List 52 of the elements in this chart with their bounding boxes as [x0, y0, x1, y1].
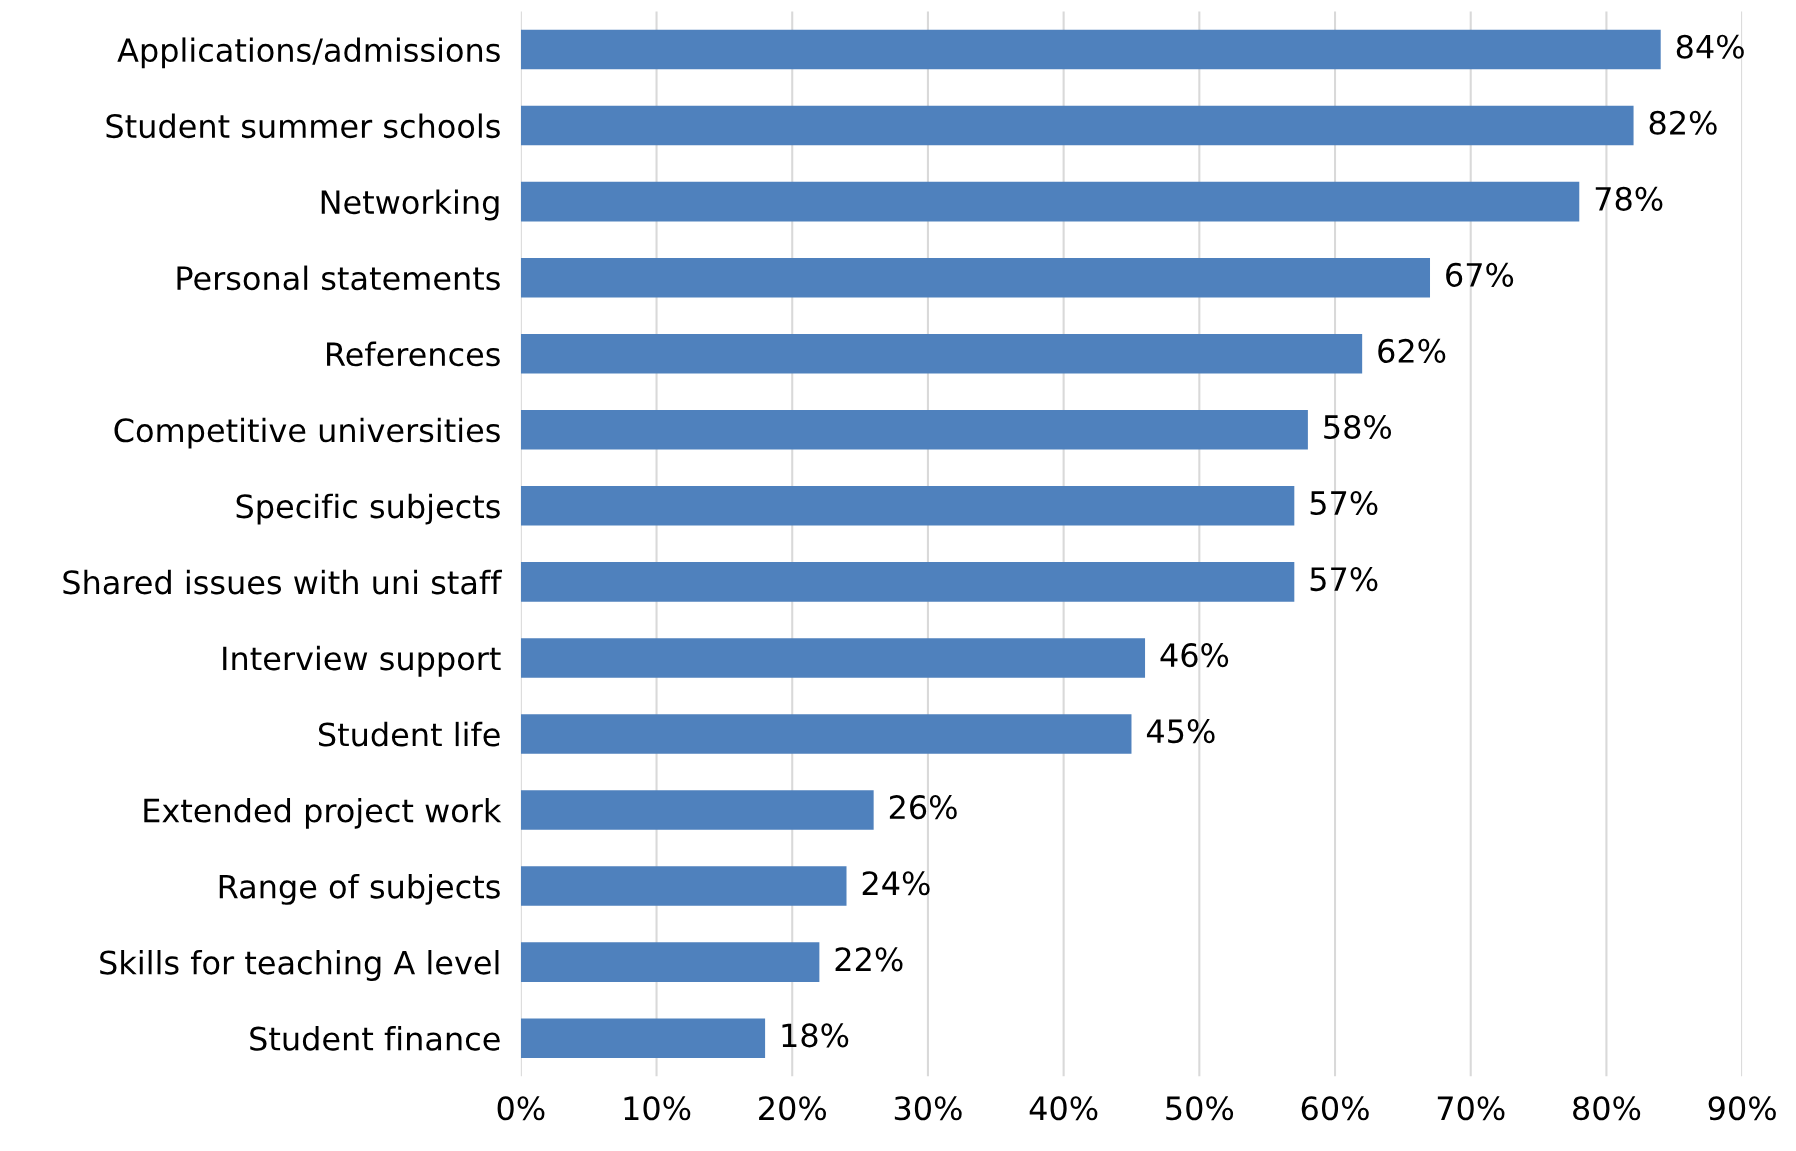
bar [520, 790, 874, 830]
x-tick-label: 60% [1301, 1096, 1369, 1121]
data-label: 57% [1310, 566, 1378, 592]
x-tick-label: 10% [624, 1096, 691, 1121]
data-label: 78% [1595, 186, 1663, 211]
y-tick-label: Student life [318, 721, 500, 747]
data-label: 26% [889, 795, 957, 820]
y-tick-label: Skills for teaching A level [100, 949, 499, 981]
bar [520, 410, 1308, 450]
x-tick-label: 0% [497, 1096, 545, 1121]
y-tick-label: Applications/admissions [117, 37, 500, 69]
x-tick-label: 70% [1437, 1096, 1505, 1121]
bar [520, 486, 1295, 526]
bar [520, 257, 1431, 298]
data-label: 84% [1676, 34, 1744, 59]
bar [520, 29, 1661, 70]
bar [520, 638, 1146, 678]
y-tick-label: Extended project work [144, 797, 502, 829]
data-label: 82% [1649, 110, 1717, 135]
y-tick-label: Specific subjects [236, 493, 500, 525]
y-tick-label: Networking [321, 189, 499, 221]
x-tick-label: 50% [1166, 1096, 1234, 1121]
data-label: 58% [1324, 414, 1392, 440]
x-tick-label: 30% [894, 1096, 962, 1121]
bar [520, 105, 1634, 146]
y-tick-label: Competitive universities [114, 417, 500, 449]
bar [520, 333, 1363, 374]
y-tick-label: Student summer schools [106, 113, 500, 139]
x-tick-label: 20% [759, 1096, 826, 1121]
bar [520, 942, 820, 982]
x-tick-label: 80% [1573, 1096, 1641, 1121]
y-tick-label: Range of subjects [219, 873, 500, 905]
x-tick-label: 90% [1708, 1096, 1776, 1121]
data-label: 46% [1160, 643, 1229, 668]
bar [520, 1018, 766, 1058]
y-tick-label: Personal statements [177, 265, 500, 291]
y-tick-label: References [327, 341, 500, 367]
y-tick-label: Student finance [250, 1026, 500, 1051]
data-label: 45% [1146, 719, 1215, 744]
data-label: 22% [835, 947, 903, 972]
data-label: 24% [862, 871, 930, 896]
data-label: 18% [782, 1023, 849, 1048]
y-tick-label: Shared issues with uni staff [63, 569, 503, 595]
data-label: 57% [1310, 490, 1378, 516]
bar [520, 866, 847, 906]
data-label: 67% [1446, 262, 1514, 287]
bar [520, 181, 1580, 222]
bar [520, 562, 1295, 602]
y-tick-label: Interview support [223, 645, 501, 677]
data-label: 62% [1378, 338, 1446, 363]
x-tick-label: 40% [1029, 1096, 1098, 1121]
bar [520, 714, 1132, 754]
